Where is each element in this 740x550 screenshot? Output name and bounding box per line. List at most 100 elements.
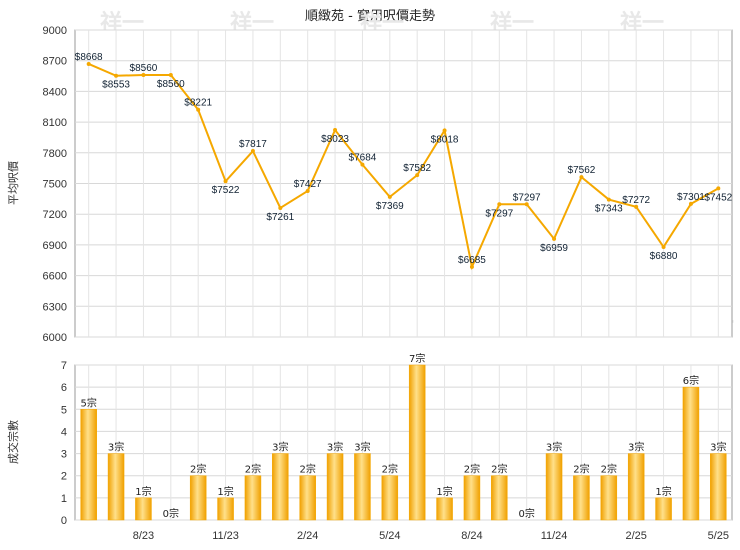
price-data-label: $8018 — [431, 134, 459, 145]
volume-data-label: 3宗 — [546, 441, 562, 454]
price-point — [333, 127, 338, 132]
volume-bar — [299, 475, 316, 521]
volume-bar — [545, 453, 563, 521]
volume-y-tick-label: 1 — [61, 493, 67, 505]
x-tick-label: 2/25 — [625, 530, 646, 542]
price-data-label: $8668 — [75, 52, 103, 63]
price-data-label: $7297 — [513, 192, 541, 203]
volume-data-label: 1宗 — [217, 485, 233, 498]
price-point — [278, 205, 283, 210]
x-tick-label: 11/23 — [212, 530, 239, 542]
volume-data-label: 5宗 — [81, 396, 97, 409]
volume-bar — [600, 475, 618, 521]
volume-bar — [710, 453, 727, 521]
chart-title: 順緻苑 - 實用呎價走勢 — [305, 8, 435, 24]
volume-panel: 0 1 2 3 4 5 6 7 成交宗數 5宗 3宗 1宗 0宗 2宗 1宗 2宗 3宗 2宗 3宗 3宗 2宗 7宗… — [6, 352, 733, 542]
price-data-label: $7522 — [212, 185, 240, 196]
price-point — [469, 264, 474, 269]
volume-bar — [682, 386, 700, 521]
x-tick-label: 5/24 — [379, 530, 400, 542]
price-panel: 6000 6300 6600 6900 7200 7500 7800 8100 8400 8700… — [6, 25, 733, 344]
volume-data-label: 2宗 — [190, 463, 206, 476]
price-data-label: $7817 — [239, 139, 267, 150]
price-data-label: $7427 — [294, 179, 322, 190]
volume-data-label: 3宗 — [628, 441, 644, 454]
price-point — [634, 204, 639, 209]
price-data-label: $7582 — [403, 163, 431, 174]
volume-data-labels: 5宗 3宗 1宗 0宗 2宗 1宗 2宗 3宗 2宗 3宗 3宗 2宗 7宗 1宗 2宗 2宗 0宗 3宗 2宗 2宗… — [81, 352, 727, 520]
price-point — [579, 175, 584, 180]
volume-bar — [135, 497, 152, 521]
price-point — [606, 197, 611, 202]
price-data-label: $6880 — [650, 251, 678, 262]
price-point — [114, 73, 119, 78]
volume-data-label: 3宗 — [108, 441, 124, 454]
volume-y-tick-label: 7 — [61, 360, 67, 372]
price-y-tick-label: 6600 — [43, 271, 67, 283]
volume-bar — [381, 475, 399, 521]
volume-bars — [80, 364, 727, 521]
volume-data-label: 2宗 — [573, 463, 589, 476]
volume-bar — [80, 409, 97, 521]
price-data-label: $8560 — [157, 79, 185, 90]
volume-bar — [627, 453, 645, 521]
price-data-label: $7684 — [349, 153, 377, 164]
volume-data-label: 2宗 — [245, 463, 261, 476]
volume-bar — [436, 497, 453, 521]
volume-y-tick-label: 2 — [61, 471, 67, 483]
volume-data-label: 0宗 — [163, 507, 179, 520]
price-data-label: $7369 — [376, 201, 404, 212]
volume-bar — [463, 475, 481, 521]
price-data-label: $7297 — [485, 208, 513, 219]
volume-y-tick-label: 6 — [61, 382, 67, 394]
price-data-label: $7261 — [266, 212, 294, 223]
volume-bar — [573, 475, 590, 521]
price-y-tick-label: 7500 — [43, 179, 67, 191]
price-point — [552, 236, 557, 241]
volume-data-label: 3宗 — [710, 441, 726, 454]
price-point — [196, 107, 201, 112]
volume-y-tick-label: 0 — [61, 515, 67, 527]
volume-y-tick-label: 5 — [61, 404, 67, 416]
volume-data-label: 0宗 — [519, 507, 535, 520]
price-y-label: 平均呎價 — [6, 161, 20, 205]
price-point — [661, 244, 666, 249]
x-tick-label: 8/23 — [133, 530, 154, 542]
price-series-line — [88, 63, 719, 271]
price-data-label: $7301 — [677, 192, 705, 203]
price-data-label: $7452 — [704, 192, 732, 203]
volume-data-label: 1宗 — [135, 485, 151, 498]
volume-data-label: 2宗 — [382, 463, 398, 476]
price-y-tick-label: 6300 — [43, 301, 67, 313]
volume-bar — [189, 475, 207, 521]
price-points — [86, 61, 721, 269]
x-tick-label: 11/24 — [541, 530, 568, 542]
volume-bar — [326, 453, 344, 521]
price-data-label: $8221 — [184, 98, 212, 109]
volume-y-tick-label: 4 — [61, 426, 67, 438]
volume-bar — [272, 453, 289, 521]
price-point — [497, 202, 502, 207]
price-data-label: $7562 — [568, 165, 596, 176]
volume-bar — [408, 364, 426, 521]
price-data-label: $6959 — [540, 243, 568, 254]
volume-bar — [354, 453, 371, 521]
volume-data-label: 6宗 — [683, 374, 699, 387]
volume-data-label: 7宗 — [409, 352, 425, 365]
price-point — [250, 149, 255, 154]
volume-bar — [217, 497, 234, 521]
volume-bar — [655, 497, 672, 521]
price-y-tick-label: 9000 — [43, 25, 67, 37]
price-point — [141, 73, 146, 78]
volume-data-label: 2宗 — [601, 463, 617, 476]
volume-plot-area — [74, 364, 733, 521]
price-y-tick-label: 8700 — [43, 56, 67, 68]
volume-y-tick-label: 3 — [61, 449, 67, 461]
volume-data-label: 1宗 — [436, 485, 452, 498]
volume-bar — [107, 453, 125, 521]
x-axis-ticks: 8/23 11/23 2/24 5/24 8/24 11/24 2/25 5/25 — [133, 530, 729, 542]
price-data-label: $8023 — [321, 134, 349, 145]
volume-bar — [491, 475, 508, 521]
x-tick-label: 8/24 — [461, 530, 482, 542]
volume-data-label: 2宗 — [491, 463, 507, 476]
